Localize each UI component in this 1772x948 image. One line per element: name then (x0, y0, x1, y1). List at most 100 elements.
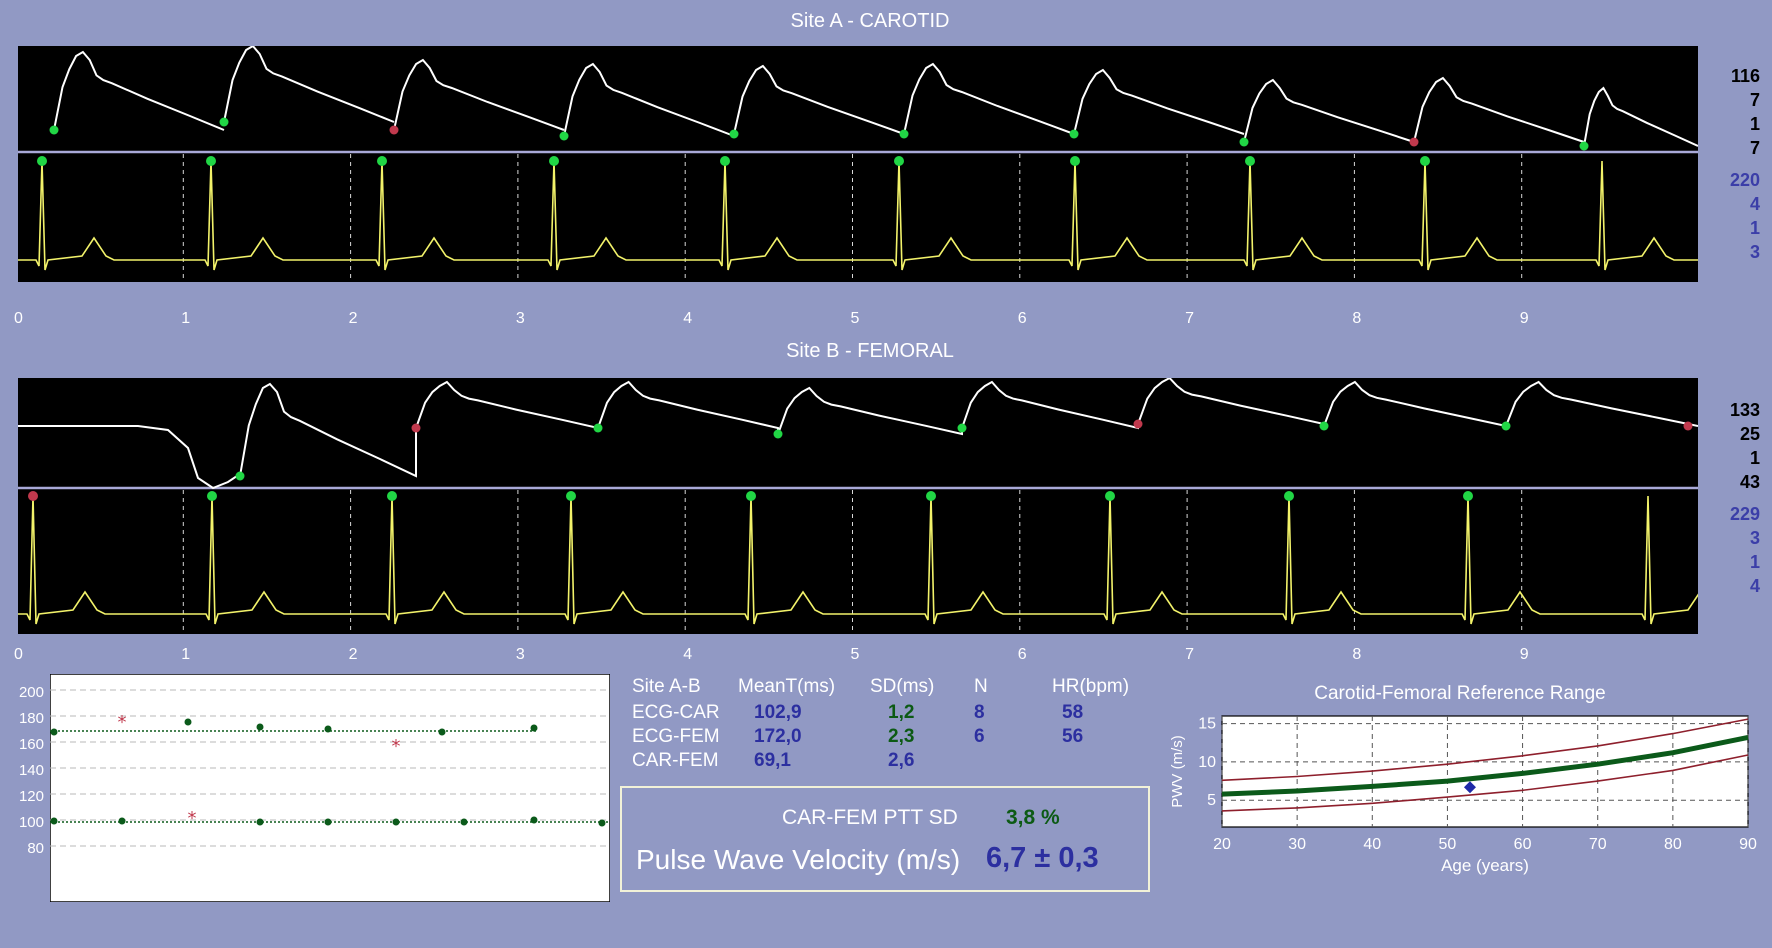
r-peak-marker[interactable] (1420, 156, 1430, 166)
ptt-rejected-point[interactable]: * (392, 736, 401, 757)
stats-cell-site: ECG-CAR (632, 702, 720, 723)
stats-header: HR(bpm) (1052, 676, 1130, 697)
ptt-scatter-plot[interactable]: * * * (50, 674, 610, 902)
reference-range-chart[interactable]: 20 30 40 50 60 70 80 90 5 10 15 Age (years) PWV (m/s… (1150, 710, 1770, 930)
r-peak-marker[interactable] (37, 156, 47, 166)
ptt-point[interactable] (598, 819, 606, 827)
site-b-waveform-panel[interactable] (18, 378, 1698, 634)
time-tick-label: 0 (14, 646, 23, 663)
pressure-stat-value: 1 (1749, 448, 1760, 468)
r-peak-marker[interactable] (207, 491, 217, 501)
ref-bound-line (1221, 718, 1749, 782)
ecg-stat-value: 3 (1749, 242, 1760, 262)
stats-header: N (974, 676, 988, 697)
site-a-waveform-panel[interactable] (18, 46, 1698, 282)
ptt-point[interactable] (324, 818, 332, 826)
ptt-rejected-point[interactable]: * (118, 712, 127, 733)
ptt-point[interactable] (530, 724, 538, 732)
ref-y-axis-label: PWV (m/s) (1169, 735, 1186, 808)
time-tick-label: 0 (14, 310, 23, 327)
foot-marker[interactable] (1319, 421, 1329, 431)
ptt-point[interactable] (324, 725, 332, 733)
r-peak-marker[interactable] (549, 156, 559, 166)
r-peak-marker[interactable] (566, 491, 576, 501)
ptt-point[interactable] (256, 818, 264, 826)
foot-marker[interactable] (773, 429, 783, 439)
ecg-stat-value: 229 (1729, 504, 1760, 524)
r-peak-marker[interactable] (1070, 156, 1080, 166)
foot-marker[interactable] (957, 423, 967, 433)
ecg-stat-value: 1 (1749, 218, 1760, 238)
foot-marker[interactable] (1501, 421, 1511, 431)
ptt-point[interactable] (118, 817, 126, 825)
ref-y-tick-label: 15 (1198, 716, 1216, 733)
foot-marker[interactable] (1579, 141, 1589, 151)
foot-marker-rejected[interactable] (1133, 419, 1143, 429)
stats-cell-mean: 69,1 (754, 750, 791, 771)
foot-marker[interactable] (219, 117, 229, 127)
ptt-point[interactable] (392, 818, 400, 826)
ptt-y-tick-label: 180 (18, 710, 44, 727)
foot-marker[interactable] (593, 423, 603, 433)
site-b-title: Site B - FEMORAL (786, 340, 954, 362)
r-peak-marker[interactable] (387, 491, 397, 501)
ptt-point[interactable] (50, 817, 58, 825)
ptt-rejected-point[interactable]: * (188, 808, 197, 829)
time-tick-label: 4 (683, 646, 693, 663)
ptt-point[interactable] (460, 818, 468, 826)
ref-x-tick-label: 40 (1363, 836, 1381, 853)
r-peak-marker[interactable] (377, 156, 387, 166)
ref-bound-line (1221, 754, 1749, 812)
foot-marker-rejected[interactable] (1683, 421, 1693, 431)
foot-marker[interactable] (1239, 137, 1249, 147)
pressure-stat-value: 116 (1730, 66, 1760, 86)
pressure-stat-value: 1 (1749, 114, 1760, 134)
r-peak-marker[interactable] (746, 491, 756, 501)
ref-y-tick-label: 10 (1198, 754, 1216, 771)
ptt-point[interactable] (50, 728, 58, 736)
ptt-sd-value: 3,8 % (1006, 806, 1060, 829)
r-peak-marker[interactable] (1105, 491, 1115, 501)
foot-marker-rejected[interactable] (1409, 137, 1419, 147)
foot-marker[interactable] (899, 129, 909, 139)
foot-marker-rejected[interactable] (389, 125, 399, 135)
r-peak-marker[interactable] (926, 491, 936, 501)
ptt-point[interactable] (184, 718, 192, 726)
ptt-point[interactable] (530, 816, 538, 824)
r-peak-marker[interactable] (720, 156, 730, 166)
ref-x-tick-label: 50 (1439, 836, 1457, 853)
ecg-trace (18, 160, 1698, 271)
foot-marker[interactable] (559, 131, 569, 141)
ref-mean-line (1221, 734, 1749, 797)
ptt-y-tick-label: 80 (27, 840, 44, 857)
r-peak-marker[interactable] (1245, 156, 1255, 166)
foot-marker-rejected[interactable] (411, 423, 421, 433)
waveform-background (18, 378, 1698, 634)
foot-marker[interactable] (49, 125, 59, 135)
stats-cell-n: 8 (974, 702, 985, 723)
foot-marker[interactable] (729, 129, 739, 139)
time-tick-label: 6 (1017, 646, 1027, 663)
patient-pwv-marker[interactable] (1463, 781, 1476, 794)
ptt-point[interactable] (256, 723, 264, 731)
pressure-trace (53, 46, 1698, 147)
ptt-y-tick-label: 140 (18, 762, 44, 779)
ptt-point[interactable] (438, 728, 446, 736)
transit-time-stats-table: Site A-B MeanT(ms) SD(ms) N HR(bpm) ECG-CAR 10… (620, 676, 1160, 786)
stats-cell-site: ECG-FEM (632, 726, 720, 747)
site-b-time-axis: 0 1 2 3 4 5 6 7 8 9 (0, 646, 1772, 668)
r-peak-marker[interactable] (1463, 491, 1473, 501)
ref-x-tick-label: 60 (1514, 836, 1532, 853)
waveform-background (18, 46, 1698, 282)
r-peak-marker[interactable] (206, 156, 216, 166)
ref-x-tick-label: 90 (1739, 836, 1757, 853)
r-peak-marker-rejected[interactable] (28, 491, 38, 501)
time-tick-label: 3 (515, 646, 525, 663)
r-peak-marker[interactable] (1284, 491, 1294, 501)
time-tick-label: 8 (1352, 310, 1362, 327)
time-tick-label: 6 (1017, 310, 1027, 327)
r-peak-marker[interactable] (894, 156, 904, 166)
foot-marker[interactable] (235, 471, 245, 481)
foot-marker[interactable] (1069, 129, 1079, 139)
